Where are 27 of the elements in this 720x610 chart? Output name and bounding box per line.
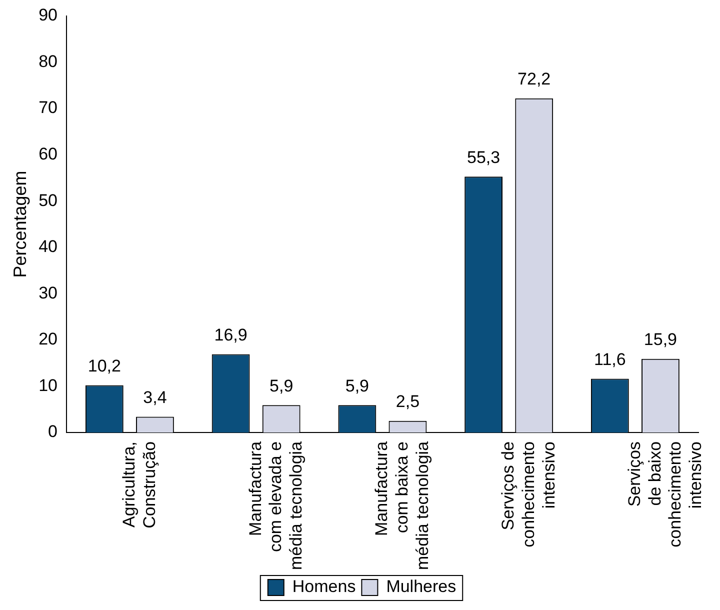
data-label: 16,9 bbox=[214, 325, 248, 344]
y-tick-label: 90 bbox=[38, 6, 58, 25]
x-tick-label: Serviços de baixo conhecimento intensivo bbox=[624, 441, 706, 548]
y-tick-label: 10 bbox=[38, 376, 58, 395]
x-tick-label: Agricultura, Construção bbox=[119, 441, 159, 528]
legend-label: Mulheres bbox=[386, 577, 456, 596]
data-label: 3,4 bbox=[143, 388, 167, 407]
y-tick-label: 30 bbox=[38, 283, 58, 302]
data-label: 72,2 bbox=[518, 70, 551, 89]
data-label: 5,9 bbox=[270, 376, 294, 396]
y-tick-label: 50 bbox=[38, 190, 58, 210]
data-label: 15,9 bbox=[644, 330, 678, 350]
legend-label: Homens bbox=[292, 577, 356, 596]
y-tick-label: 0 bbox=[48, 422, 58, 442]
data-label: 2,5 bbox=[396, 392, 420, 412]
data-label: 10,2 bbox=[88, 356, 121, 376]
y-axis-title: Percentagem bbox=[10, 170, 30, 278]
x-tick-label: Manufactura com elevada e média tecnologia bbox=[246, 440, 306, 570]
data-label: 55,3 bbox=[467, 148, 500, 167]
y-tick-label: 80 bbox=[38, 52, 58, 71]
y-tick-label: 40 bbox=[38, 237, 58, 256]
y-tick-label: 60 bbox=[38, 144, 58, 164]
y-tick-label: 70 bbox=[38, 98, 58, 118]
y-tick-label: 20 bbox=[38, 330, 58, 349]
data-label: 5,9 bbox=[345, 376, 369, 396]
data-label: 11,6 bbox=[594, 350, 626, 369]
x-tick-label: Serviços de conhecimento intensivo bbox=[498, 441, 558, 548]
